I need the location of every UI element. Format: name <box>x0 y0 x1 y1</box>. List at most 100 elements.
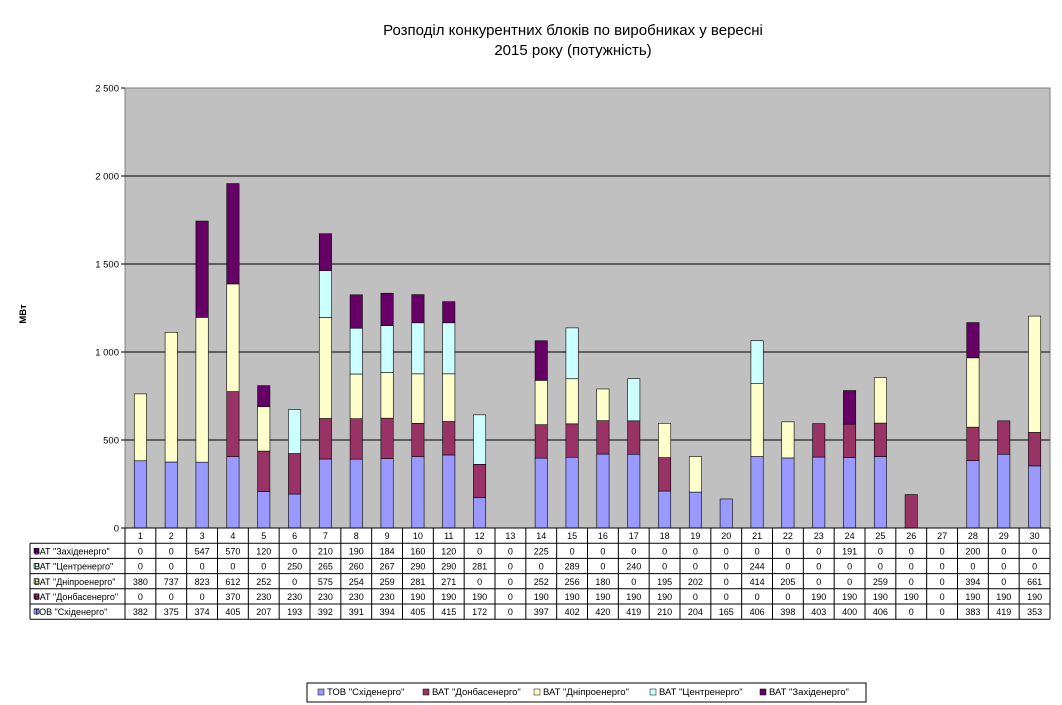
bar-segment-day25-series0 <box>873 456 887 529</box>
data-label: 240 <box>626 562 641 572</box>
legend-swatch <box>422 688 430 696</box>
data-label: 612 <box>225 577 240 587</box>
data-label: 406 <box>750 607 765 617</box>
bar-segment-day11-series4 <box>442 301 456 324</box>
x-tick-label: 14 <box>536 531 546 541</box>
x-tick-label: 29 <box>999 531 1009 541</box>
y-tick-label: 2 500 <box>95 84 119 95</box>
legend: ТОВ "Східенерго" ВАТ "Донбасенерго" ВАТ "Д… <box>306 682 867 703</box>
data-label: 0 <box>508 607 513 617</box>
legend-swatch <box>533 688 541 696</box>
data-label: 0 <box>477 577 482 587</box>
data-label: 0 <box>909 562 914 572</box>
data-label: 0 <box>724 546 729 556</box>
data-label: 0 <box>909 546 914 556</box>
data-label: 0 <box>909 577 914 587</box>
data-label: 230 <box>256 592 271 602</box>
data-label: 0 <box>600 546 605 556</box>
data-label: 254 <box>349 577 364 587</box>
bar-segment-day22-series0 <box>781 457 795 529</box>
bar-segment-day30-series0 <box>1028 465 1042 529</box>
x-tick-label: 26 <box>906 531 916 541</box>
data-label: 200 <box>965 546 980 556</box>
bar-segment-day7-series1 <box>318 418 332 460</box>
bar-segment-day7-series2 <box>318 317 332 419</box>
x-tick-label: 18 <box>660 531 670 541</box>
data-label: 0 <box>785 592 790 602</box>
data-label: 0 <box>1001 562 1006 572</box>
bar-segment-day12-series0 <box>473 497 487 529</box>
bar-segment-day18-series1 <box>658 457 672 492</box>
bar-segment-day17-series3 <box>627 378 641 422</box>
legend-swatch <box>759 688 767 696</box>
table-legend-key <box>33 593 40 600</box>
data-label: 0 <box>570 546 575 556</box>
bar-segment-day10-series0 <box>411 456 425 529</box>
data-label: 191 <box>842 546 857 556</box>
bar-segment-day9-series3 <box>380 325 394 373</box>
bar-segment-day7-series3 <box>318 270 332 318</box>
data-label: 0 <box>878 546 883 556</box>
bar-segment-day10-series2 <box>411 373 425 424</box>
data-label: 0 <box>138 562 143 572</box>
bar-segment-day16-series1 <box>596 420 610 455</box>
y-tick-label: 2 000 <box>95 172 119 183</box>
bar-segment-day8-series0 <box>349 458 363 529</box>
data-label: 570 <box>225 546 240 556</box>
data-label: 0 <box>724 577 729 587</box>
data-label: 120 <box>256 546 271 556</box>
data-label: 353 <box>1027 607 1042 617</box>
data-label: 0 <box>755 592 760 602</box>
data-label: 400 <box>842 607 857 617</box>
bar-segment-day6-series0 <box>288 493 302 529</box>
data-label: 190 <box>1027 592 1042 602</box>
bar-segment-day15-series2 <box>565 378 579 425</box>
data-label: 230 <box>380 592 395 602</box>
bar-segment-day14-series0 <box>534 457 548 529</box>
data-label: 0 <box>1001 546 1006 556</box>
data-label: 202 <box>688 577 703 587</box>
bar-segment-day14-series4 <box>534 340 548 381</box>
data-label: 0 <box>631 546 636 556</box>
data-label: 405 <box>410 607 425 617</box>
y-tick-label: 1 000 <box>95 348 119 359</box>
bar-segment-day8-series3 <box>349 327 363 375</box>
x-tick-label: 13 <box>505 531 515 541</box>
data-label: 190 <box>349 546 364 556</box>
bar-segment-day26-series1 <box>904 494 918 529</box>
bar-segment-day5-series4 <box>257 385 271 408</box>
data-label: 190 <box>904 592 919 602</box>
x-tick-label: 1 <box>138 531 143 541</box>
data-label: 0 <box>508 577 513 587</box>
data-label: 823 <box>195 577 210 587</box>
x-tick-label: 17 <box>629 531 639 541</box>
bar-segment-day8-series4 <box>349 294 363 329</box>
data-label: 190 <box>410 592 425 602</box>
data-label: 0 <box>261 562 266 572</box>
bar-segment-day2-series0 <box>164 461 178 529</box>
bar-segment-day24-series4 <box>843 390 857 425</box>
bar-segment-day20-series0 <box>719 498 733 529</box>
data-label: 0 <box>940 592 945 602</box>
bar-segment-day4-series0 <box>226 456 240 529</box>
y-tick-label: 0 <box>114 524 119 535</box>
bar-segment-day28-series0 <box>966 460 980 529</box>
data-label: 398 <box>780 607 795 617</box>
data-label: 0 <box>940 577 945 587</box>
bar-segment-day21-series3 <box>750 340 764 384</box>
data-label: 547 <box>195 546 210 556</box>
x-tick-label: 2 <box>169 531 174 541</box>
x-tick-label: 4 <box>230 531 235 541</box>
data-label: 0 <box>1001 577 1006 587</box>
data-label: 184 <box>380 546 395 556</box>
bar-segment-day22-series2 <box>781 421 795 459</box>
bar-segment-day29-series1 <box>997 420 1011 455</box>
bar-segment-day6-series3 <box>288 409 302 454</box>
legend-label: ВАТ "Донбасенерго" <box>432 687 521 698</box>
data-label: 225 <box>534 546 549 556</box>
data-label: 190 <box>811 592 826 602</box>
data-label: 281 <box>410 577 425 587</box>
data-label: 281 <box>472 562 487 572</box>
legend-label: ТОВ "Східенерго" <box>327 687 404 698</box>
bar-segment-day3-series2 <box>195 317 209 463</box>
